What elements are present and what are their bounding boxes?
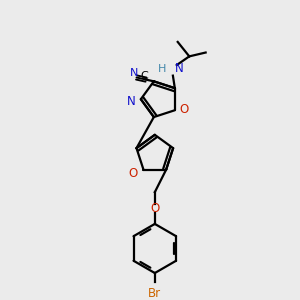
Text: O: O (128, 167, 138, 180)
Text: O: O (180, 103, 189, 116)
Text: O: O (150, 202, 159, 215)
Text: C: C (140, 71, 148, 81)
Text: H: H (158, 64, 166, 74)
Text: N: N (127, 94, 136, 108)
Text: Br: Br (148, 286, 161, 299)
Text: N: N (129, 68, 138, 78)
Text: N: N (175, 62, 184, 75)
